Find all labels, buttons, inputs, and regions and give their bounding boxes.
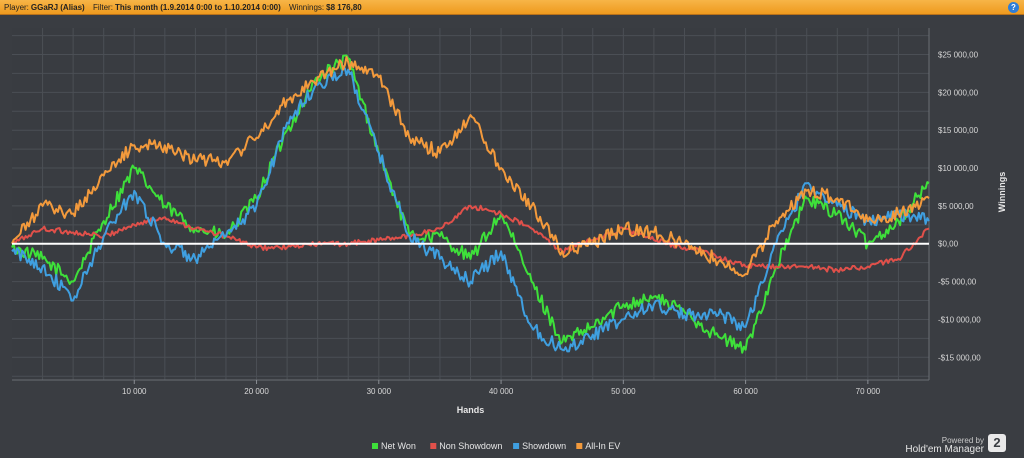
legend-swatch [513, 443, 520, 449]
y-tick-label: $25 000,00 [938, 50, 979, 59]
filter-value[interactable]: This month (1.9.2014 0:00 to 1.10.2014 0… [114, 3, 281, 12]
winnings-label: Winnings: [289, 3, 325, 12]
player-label: Player: [4, 3, 29, 12]
y-tick-label: -$15 000,00 [938, 353, 981, 362]
brand-logo-icon: 2 [988, 434, 1006, 452]
x-tick-label: 60 000 [733, 387, 758, 396]
x-tick-label: 50 000 [611, 387, 636, 396]
legend-item-non-showdown: Non Showdown [439, 441, 502, 451]
x-tick-label: 30 000 [367, 387, 392, 396]
y-tick-label: $15 000,00 [938, 126, 979, 135]
series-line-non-showdown [11, 204, 930, 273]
y-tick-label: $0,00 [938, 240, 959, 249]
y-tick-label: $5 000,00 [938, 202, 974, 211]
header-bar: Player: GGaRJ (Alias) Filter: This month (… [0, 0, 1024, 15]
player-value: GGaRJ (Alias) [30, 3, 85, 12]
legend-swatch [372, 443, 378, 449]
x-tick-label: 10 000 [122, 387, 147, 396]
brand-name: Hold'em Manager [905, 444, 984, 455]
legend-item-showdown: Showdown [522, 441, 566, 451]
series-line-all-in-ev [11, 56, 930, 278]
help-icon[interactable]: ? [1008, 2, 1019, 13]
x-axis-title: Hands [457, 405, 485, 415]
winnings-chart: 10 000 20 000 30 000 40 000 50 000 60 000 70 0… [11, 28, 1007, 451]
powered-by-text: Powered by [941, 436, 984, 445]
y-tick-label: $10 000,00 [938, 164, 979, 173]
legend-swatch [430, 443, 437, 449]
x-tick-label: 70 000 [856, 387, 881, 396]
winnings-value: $8 176,80 [326, 3, 362, 12]
y-tick-label: $20 000,00 [938, 88, 979, 97]
y-tick-label: -$10 000,00 [938, 315, 981, 324]
x-tick-label: 40 000 [489, 387, 514, 396]
legend-item-net-won: Net Won [381, 441, 416, 451]
x-tick-label: 20 000 [244, 387, 269, 396]
filter-label: Filter: [92, 3, 113, 12]
y-tick-label: -$5 000,00 [938, 278, 977, 287]
brand-block: Powered by Hold'em Manager [905, 436, 984, 455]
legend-swatch [576, 443, 583, 449]
legend-item-all-in-ev: All-In EV [585, 441, 620, 451]
y-axis-title: Winnings [997, 172, 1007, 212]
